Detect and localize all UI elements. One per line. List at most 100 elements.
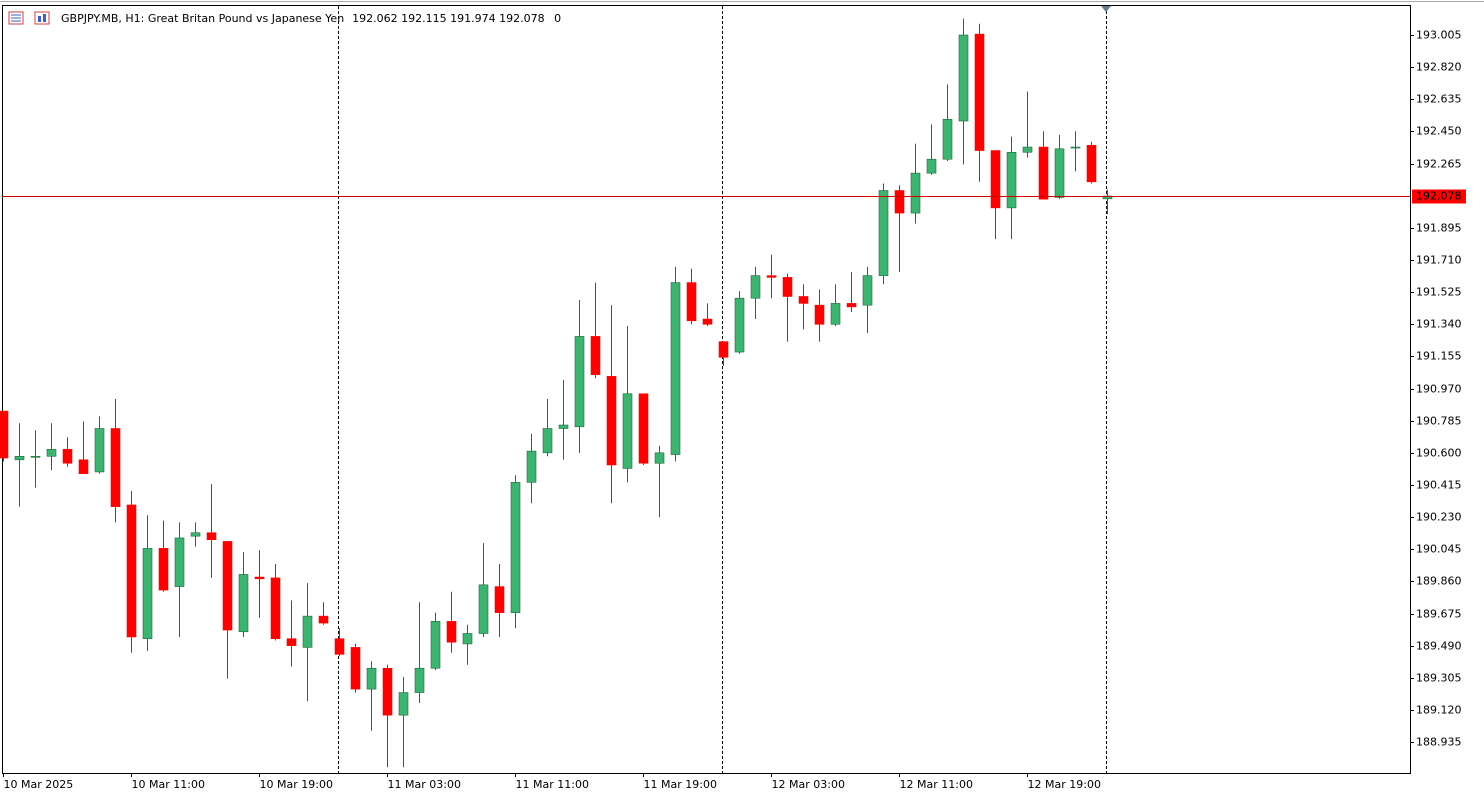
y-tick-label: 192.450 [1416, 125, 1462, 138]
chart-title: GBPJPY.MB, H1: Great Britan Pound vs Jap… [61, 12, 344, 25]
y-tick-label: 191.895 [1416, 222, 1462, 235]
candle-body [814, 304, 825, 325]
y-tick-label: 192.820 [1416, 61, 1462, 74]
candle-body [1038, 146, 1049, 200]
y-tick-label: 190.230 [1416, 511, 1462, 524]
price-label-bg [1412, 189, 1466, 204]
x-tick-label: 10 Mar 11:00 [132, 778, 205, 791]
candle-body [0, 410, 9, 459]
header-values: 192.062 192.115 191.974 192.078 0 [352, 12, 561, 25]
candle-body [126, 504, 137, 638]
candle-body [302, 615, 313, 648]
y-tick-label: 191.710 [1416, 254, 1462, 267]
candle-body [1070, 146, 1081, 149]
candle-body [702, 318, 713, 325]
candle-body [110, 428, 121, 507]
x-tick-label: 12 Mar 11:00 [900, 778, 973, 791]
y-tick-label: 190.415 [1416, 479, 1462, 492]
candle-body [766, 275, 777, 278]
low-value: 191.974 [450, 12, 496, 25]
candle-body [62, 449, 73, 464]
candle-body [382, 667, 393, 716]
candle-body [318, 615, 329, 624]
candle-body [414, 667, 425, 693]
candle-body [30, 455, 41, 458]
candle-body [478, 584, 489, 634]
candle-body [718, 341, 729, 358]
candle-body [270, 577, 281, 640]
candle-body [670, 282, 681, 455]
icon [34, 11, 50, 25]
candle-body [590, 336, 601, 375]
candle-body [446, 621, 457, 643]
candle-body [1022, 146, 1033, 153]
x-tick-label: 11 Mar 11:00 [516, 778, 589, 791]
candle-body [574, 336, 585, 428]
candle-body [158, 548, 169, 591]
icon [43, 14, 46, 22]
candle-body [942, 118, 953, 160]
y-tick-label: 193.005 [1416, 29, 1462, 42]
candle-body [862, 275, 873, 306]
candle-body [286, 638, 297, 646]
candle-body [558, 424, 569, 429]
x-tick-label: 12 Mar 19:00 [1028, 778, 1101, 791]
candle-body [638, 393, 649, 464]
price-label: 192.078 [1416, 190, 1462, 203]
y-tick-label: 192.635 [1416, 93, 1462, 106]
candle-body [14, 455, 25, 461]
shift-marker [1101, 6, 1111, 12]
x-tick-label: 10 Mar 2025 [4, 778, 74, 791]
y-tick-label: 191.155 [1416, 350, 1462, 363]
y-tick-label: 190.785 [1416, 415, 1462, 428]
candle-body [430, 621, 441, 669]
y-tick-label: 189.305 [1416, 672, 1462, 685]
candle-body [606, 376, 617, 466]
candle-body [350, 647, 361, 690]
close-value: 192.078 [499, 12, 545, 25]
candle-body [510, 482, 521, 613]
x-tick-label: 12 Mar 03:00 [772, 778, 845, 791]
candle-body [910, 172, 921, 214]
y-tick-label: 191.525 [1416, 286, 1462, 299]
candle-body [990, 150, 1001, 209]
high-value: 192.115 [401, 12, 447, 25]
candle-body [78, 459, 89, 474]
y-tick-label: 189.490 [1416, 640, 1462, 653]
candle-body [526, 450, 537, 483]
candle-body [206, 532, 217, 540]
candle-body [462, 633, 473, 645]
candle-body [1006, 151, 1017, 209]
candle-body [654, 452, 665, 464]
candle-body [1054, 148, 1065, 198]
y-tick-label: 190.045 [1416, 543, 1462, 556]
candle-body [94, 428, 105, 473]
candle-body [190, 532, 201, 537]
candle-body [798, 296, 809, 304]
candle-body [334, 638, 345, 655]
candle-body [622, 393, 633, 469]
y-tick-label: 192.265 [1416, 158, 1462, 171]
candle-body [494, 586, 505, 613]
y-tick-label: 189.675 [1416, 608, 1462, 621]
x-tick-label: 11 Mar 03:00 [388, 778, 461, 791]
icon [38, 16, 41, 22]
candle-body [398, 692, 409, 716]
y-tick-label: 190.600 [1416, 447, 1462, 460]
candle-body [222, 541, 233, 631]
candle-body [926, 158, 937, 174]
period-separators [338, 6, 1107, 773]
candle-body [830, 303, 841, 325]
candle-body [894, 190, 905, 214]
y-tick-label: 189.120 [1416, 704, 1462, 717]
candle-body [238, 574, 249, 633]
candle-body [46, 449, 57, 457]
candle-body [254, 576, 265, 580]
candle-body [142, 548, 153, 640]
x-tick-label: 10 Mar 19:00 [260, 778, 333, 791]
candle-body [846, 303, 857, 308]
candle-body [958, 34, 969, 122]
candle-body [174, 537, 185, 587]
